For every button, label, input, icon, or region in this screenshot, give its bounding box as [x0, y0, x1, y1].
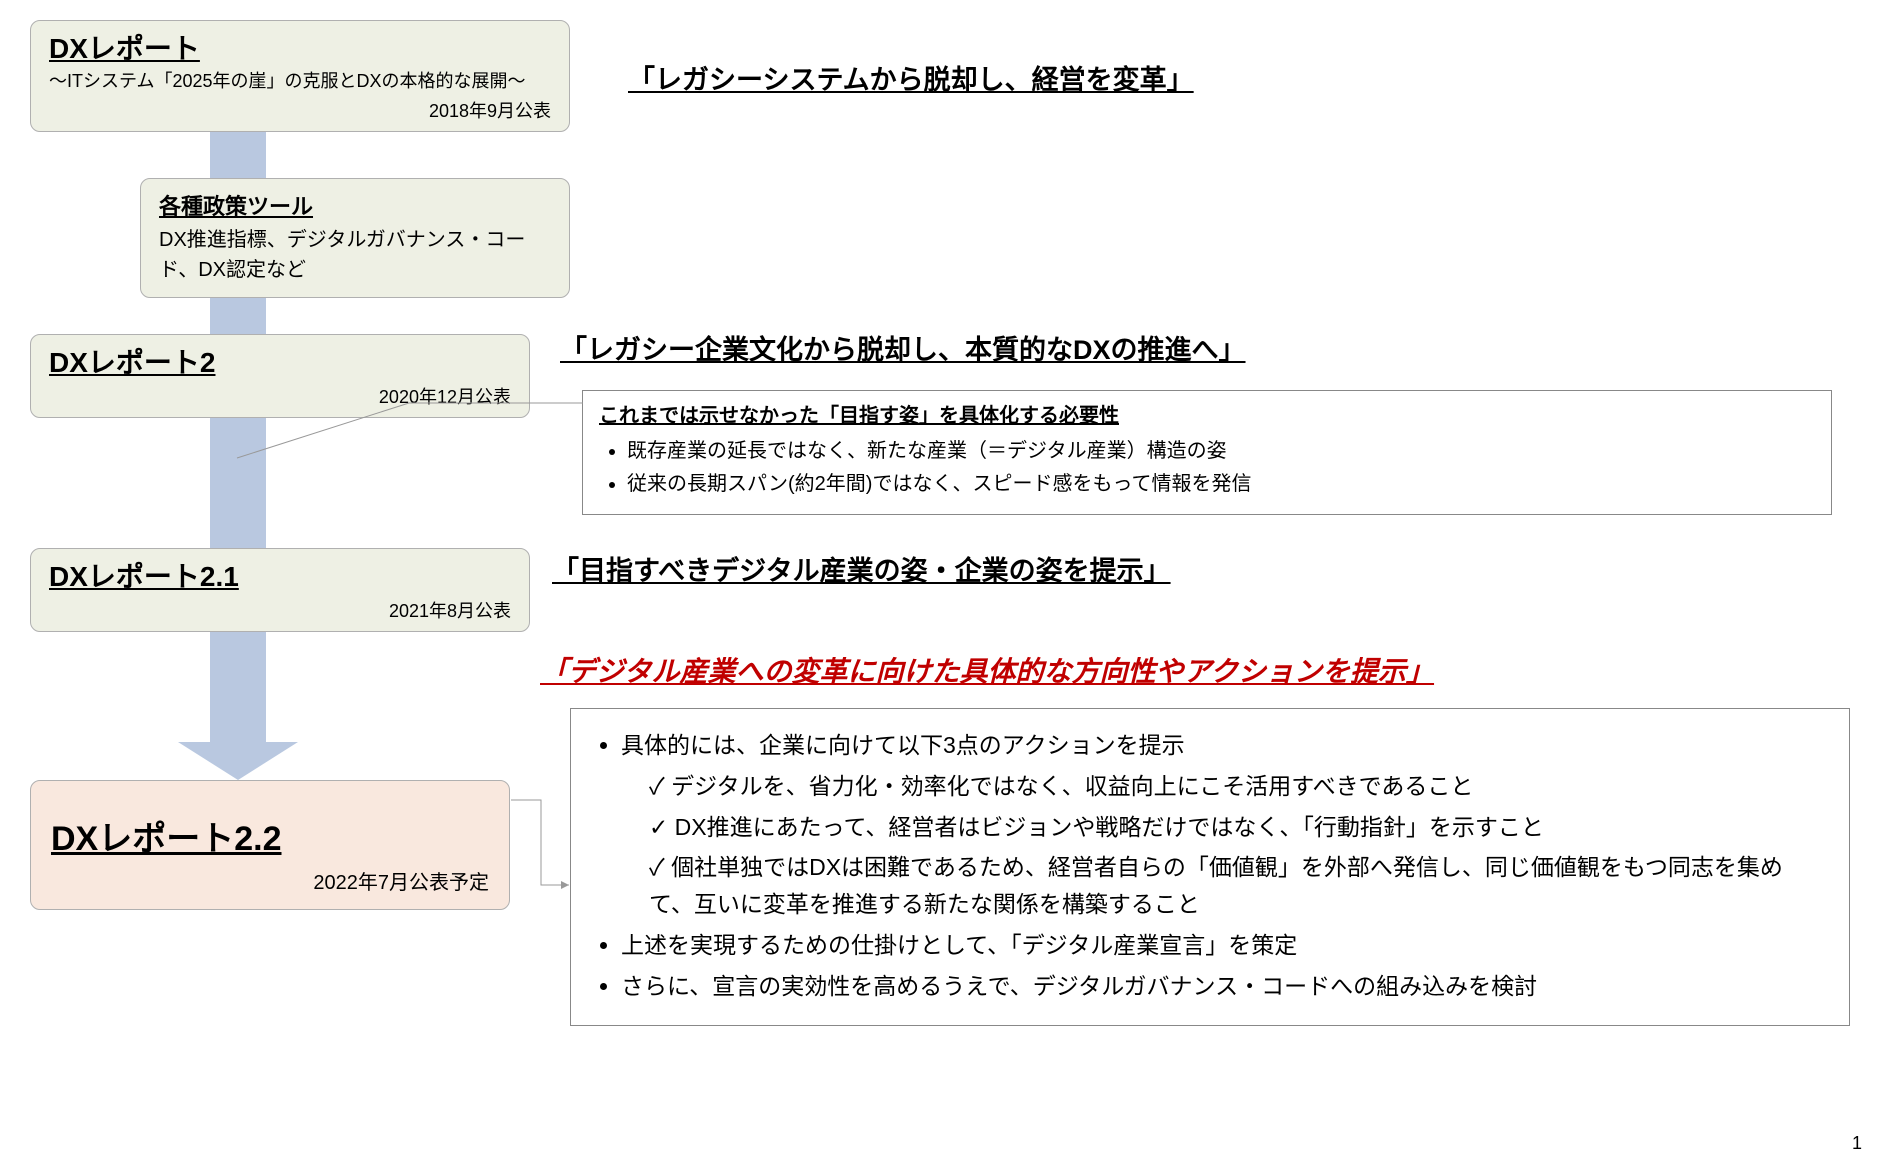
page-number: 1: [1852, 1133, 1862, 1154]
action-check-1: デジタルを、省力化・効率化ではなく、収益向上にこそ活用すべきであること: [649, 768, 1827, 805]
policy-tools-box: 各種政策ツール DX推進指標、デジタルガバナンス・コード、DX認定など: [140, 178, 570, 298]
need-item-2: 従来の長期スパン(約2年間)ではなく、スピード感をもって情報を発信: [627, 469, 1815, 500]
report-2-title: DXレポート2: [49, 345, 511, 381]
action-box: 具体的には、企業に向けて以下3点のアクションを提示 デジタルを、省力化・効率化で…: [570, 708, 1850, 1026]
connector-2: [511, 800, 571, 900]
need-box-title: これまでは示せなかった「目指す姿」を具体化する必要性: [599, 401, 1815, 432]
report-2-1-title: DXレポート2.1: [49, 559, 511, 595]
headline-4: 「デジタル産業への変革に向けた具体的な方向性やアクションを提示」: [540, 650, 1434, 690]
report-1-title: DXレポート: [49, 31, 551, 67]
arrow-segment-4: [210, 632, 266, 742]
action-bullet-1: 上述を実現するための仕掛けとして、「デジタル産業宣言」を策定: [621, 927, 1827, 964]
action-check-2: DX推進にあたって、経営者はビジョンや戦略だけではなく、「行動指針」を示すこと: [649, 809, 1827, 846]
action-check-3: 個社単独ではDXは困難であるため、経営者自らの「価値観」を外部へ発信し、同じ価値…: [649, 849, 1827, 923]
report-1-sub: ～ITシステム「2025年の崖」の克服とDXの本格的な展開～: [49, 69, 551, 94]
need-box: これまでは示せなかった「目指す姿」を具体化する必要性 既存産業の延長ではなく、新…: [582, 390, 1832, 515]
need-box-list: 既存産業の延長ではなく、新たな産業（＝デジタル産業）構造の姿 従来の長期スパン(…: [599, 436, 1815, 500]
headline-1: 「レガシーシステムから脱却し、経営を変革」: [628, 58, 1194, 97]
report-1-date: 2018年9月公表: [49, 97, 551, 123]
report-box-1: DXレポート ～ITシステム「2025年の崖」の克服とDXの本格的な展開～ 20…: [30, 20, 570, 132]
policy-title: 各種政策ツール: [159, 189, 551, 221]
arrow-segment-1: [210, 132, 266, 178]
action-list: 具体的には、企業に向けて以下3点のアクションを提示 デジタルを、省力化・効率化で…: [593, 727, 1827, 1005]
action-bullet-2: さらに、宣言の実効性を高めるうえで、デジタルガバナンス・コードへの組み込みを検討: [621, 968, 1827, 1005]
report-2-2-title: DXレポート2.2: [51, 811, 489, 860]
report-box-2-1: DXレポート2.1 2021年8月公表: [30, 548, 530, 632]
policy-sub: DX推進指標、デジタルガバナンス・コード、DX認定など: [159, 225, 551, 285]
report-2-2-date: 2022年7月公表予定: [51, 866, 489, 895]
arrow-head-icon: [178, 742, 298, 780]
action-lead: 具体的には、企業に向けて以下3点のアクションを提示 デジタルを、省力化・効率化で…: [621, 727, 1827, 923]
timeline-column: DXレポート ～ITシステム「2025年の崖」の克服とDXの本格的な展開～ 20…: [30, 20, 570, 910]
report-box-2-2: DXレポート2.2 2022年7月公表予定: [30, 780, 510, 910]
need-item-1: 既存産業の延長ではなく、新たな産業（＝デジタル産業）構造の姿: [627, 436, 1815, 467]
report-2-1-date: 2021年8月公表: [49, 597, 511, 623]
connector-1: [237, 403, 583, 463]
action-check-list: デジタルを、省力化・効率化ではなく、収益向上にこそ活用すべきであること DX推進…: [621, 768, 1827, 923]
arrow-segment-2: [210, 298, 266, 334]
headline-3: 「目指すべきデジタル産業の姿・企業の姿を提示」: [552, 549, 1171, 588]
action-lead-text: 具体的には、企業に向けて以下3点のアクションを提示: [621, 732, 1185, 758]
headline-2: 「レガシー企業文化から脱却し、本質的なDXの推進へ」: [560, 328, 1246, 367]
